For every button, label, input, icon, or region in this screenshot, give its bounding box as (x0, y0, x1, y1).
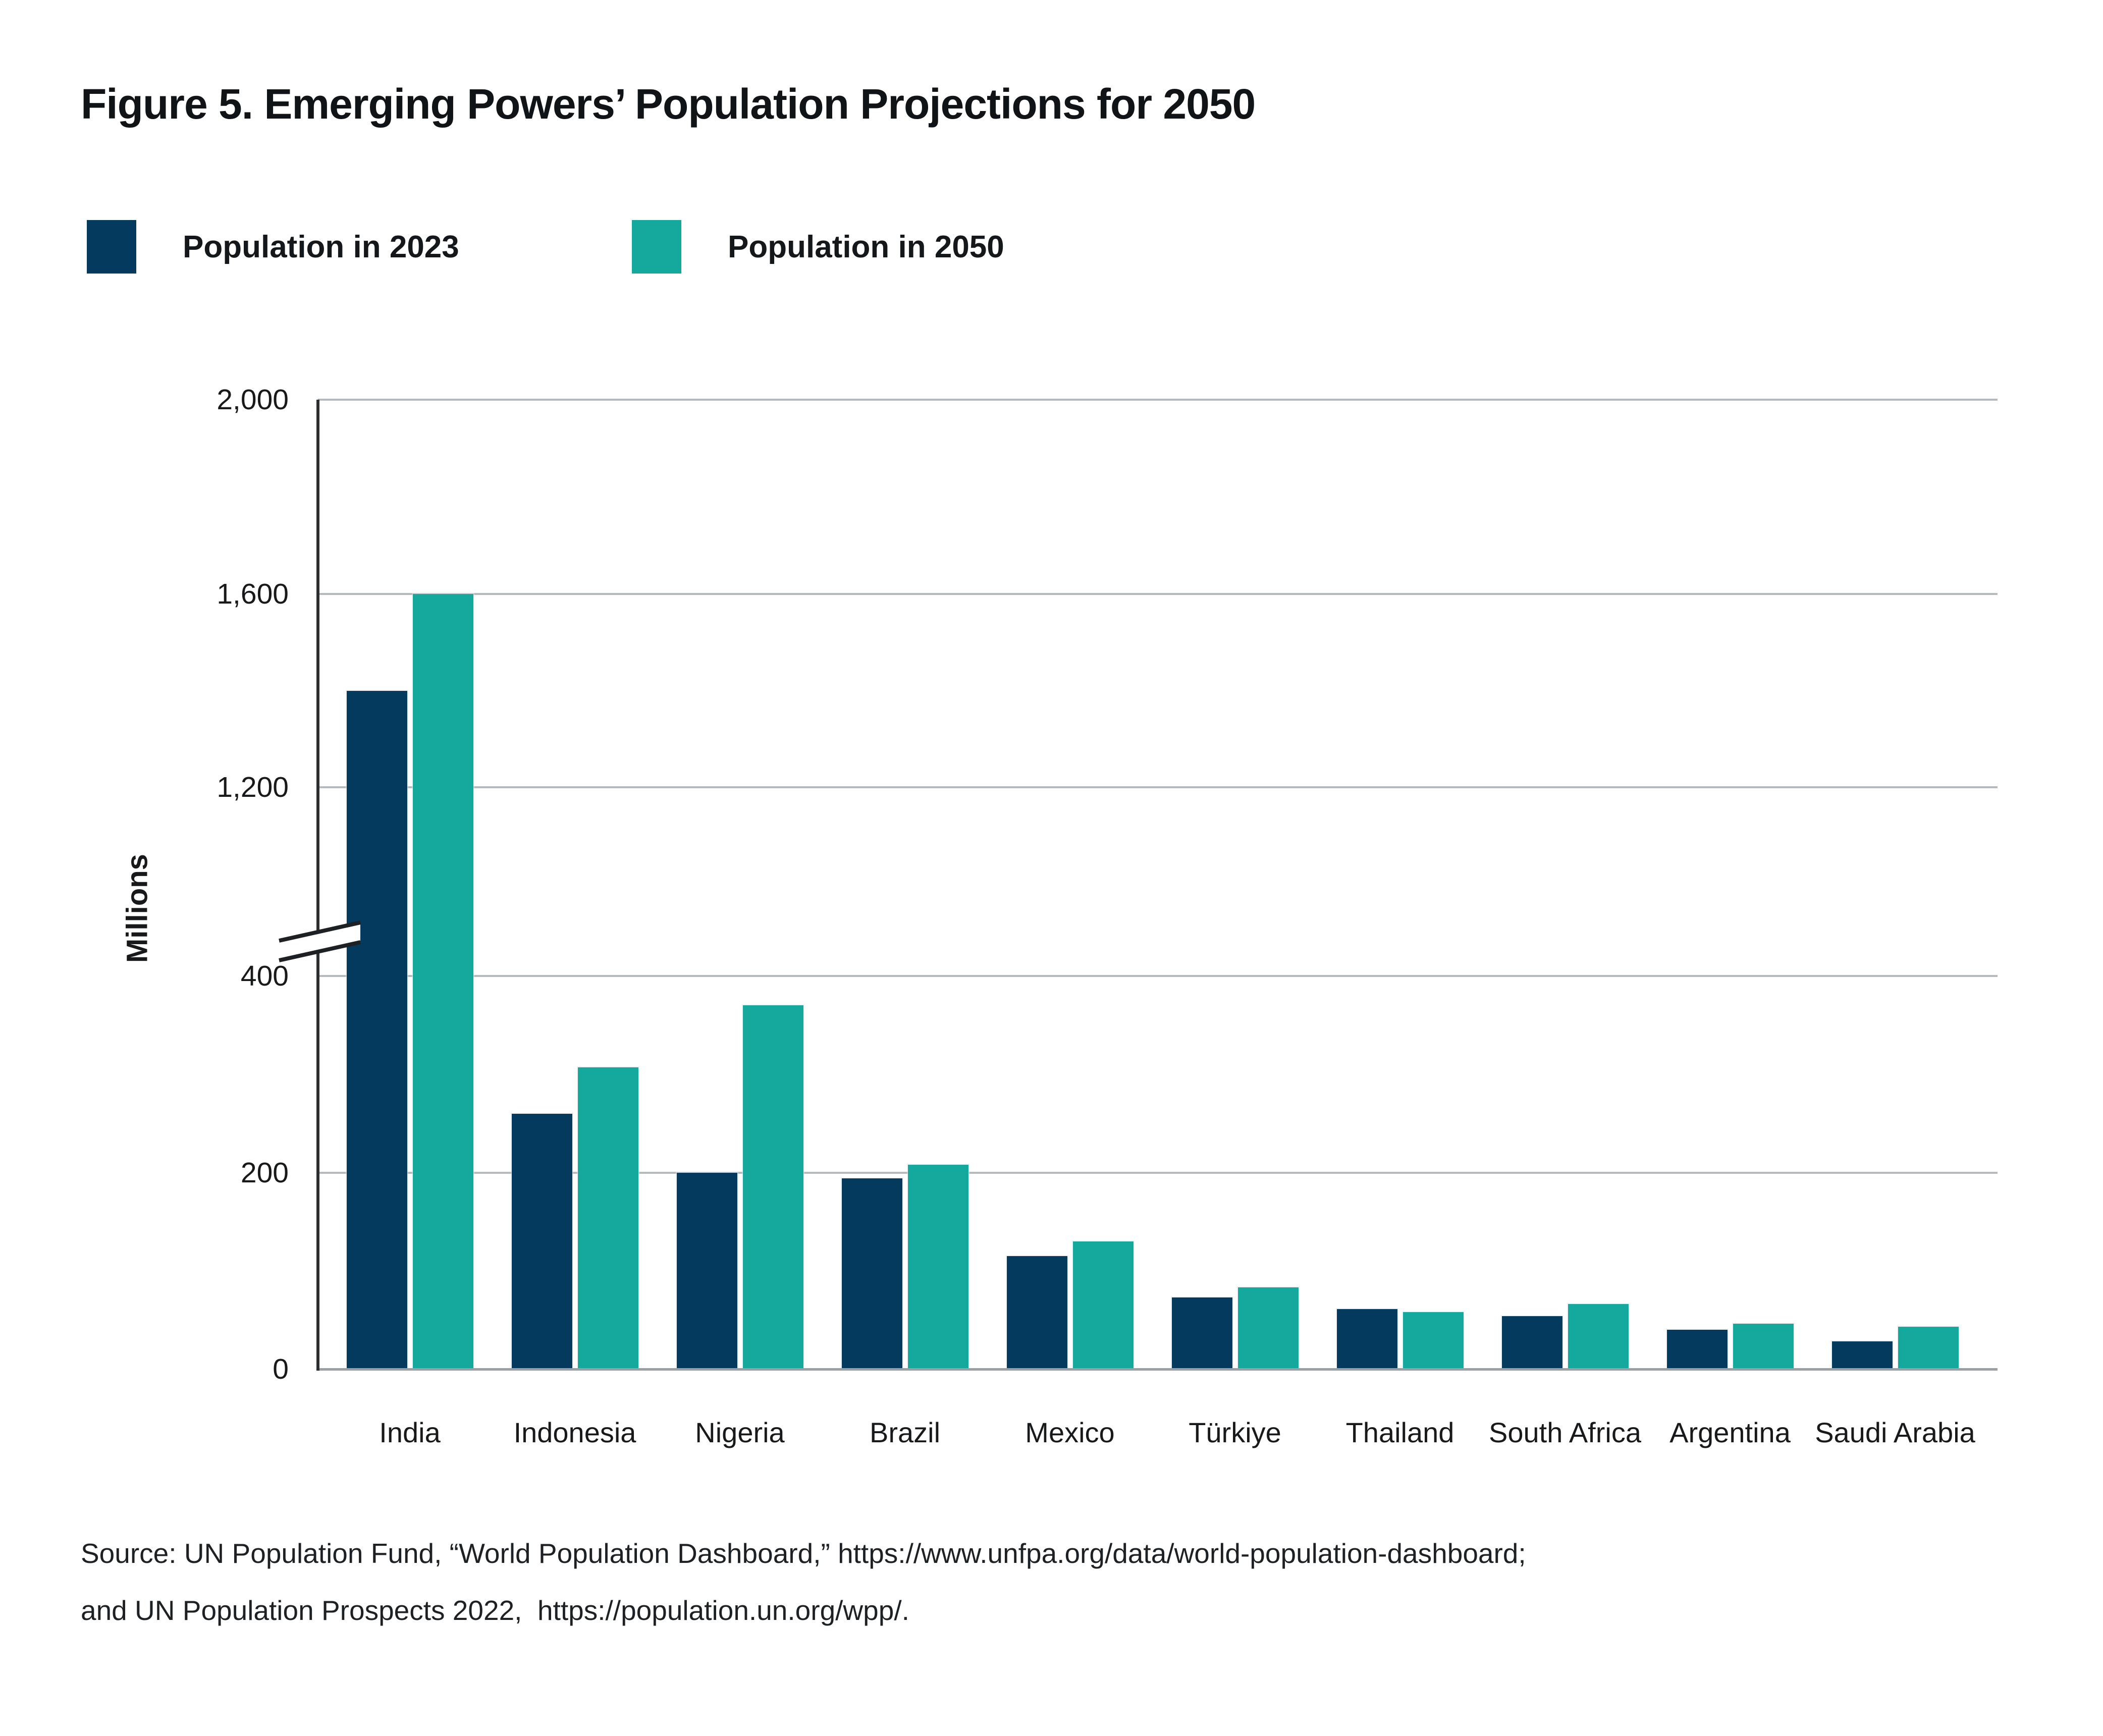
y-tick-label: 1,200 (217, 771, 289, 803)
bar-2023 (676, 1172, 737, 1369)
bar-2023 (346, 690, 407, 1369)
figure-title: Figure 5. Emerging Powers’ Population Pr… (81, 80, 1256, 128)
legend-label-2023: Population in 2023 (183, 229, 459, 264)
source-line-1: Source: UN Population Fund, “World Popul… (81, 1538, 1526, 1569)
category-label: Brazil (869, 1417, 941, 1448)
legend-item-2023: Population in 2023 (87, 220, 459, 274)
bar-2050 (1072, 1241, 1134, 1369)
y-tick-label: 2,000 (217, 384, 289, 416)
bar-2050 (907, 1164, 968, 1369)
bar-2050 (1898, 1327, 1959, 1369)
bar-2050 (412, 594, 473, 1369)
source-line-2: and UN Population Prospects 2022, https:… (81, 1595, 909, 1626)
category-label: South Africa (1489, 1417, 1641, 1448)
category-label: Thailand (1345, 1417, 1454, 1448)
bar-2023 (1831, 1341, 1893, 1369)
gridline (318, 399, 1998, 401)
y-tick-label: 200 (240, 1156, 289, 1189)
category-label: Saudi Arabia (1815, 1417, 1975, 1448)
legend-item-2050: Population in 2050 (632, 220, 1004, 274)
bar-2023 (1171, 1297, 1232, 1369)
legend-swatch-2050-icon (632, 220, 681, 274)
y-tick-label: 400 (240, 960, 289, 992)
category-label: Indonesia (513, 1417, 636, 1448)
legend-label-2050: Population in 2050 (728, 229, 1004, 264)
bar-2050 (577, 1067, 638, 1369)
bar-2050 (1403, 1312, 1464, 1369)
gridline (318, 1171, 1998, 1174)
y-tick-label: 0 (273, 1353, 289, 1385)
bar-2023 (511, 1113, 572, 1369)
category-label: Türkiye (1189, 1417, 1281, 1448)
gridline (318, 975, 1998, 977)
bar-2050 (1237, 1287, 1299, 1369)
category-label: Nigeria (695, 1417, 785, 1448)
y-tick-label: 1,600 (217, 578, 289, 610)
category-label: Mexico (1025, 1417, 1115, 1448)
y-axis-line (316, 400, 319, 1371)
gridline (318, 786, 1998, 788)
bar-2023 (841, 1178, 902, 1369)
bar-2023 (1501, 1316, 1562, 1369)
axis-break-icon (279, 920, 361, 962)
category-label: India (379, 1417, 441, 1448)
category-label: Argentina (1669, 1417, 1791, 1448)
bar-2050 (1733, 1324, 1794, 1369)
gridline (318, 593, 1998, 595)
bar-2023 (1336, 1309, 1397, 1369)
x-axis-line (318, 1368, 1998, 1371)
bar-2050 (1568, 1304, 1629, 1369)
bar-2023 (1006, 1256, 1067, 1369)
bar-2023 (1666, 1330, 1728, 1369)
source-note: Source: UN Population Fund, “World Popul… (81, 1525, 1526, 1639)
bar-2050 (742, 1005, 803, 1369)
legend-swatch-2023-icon (87, 220, 136, 274)
